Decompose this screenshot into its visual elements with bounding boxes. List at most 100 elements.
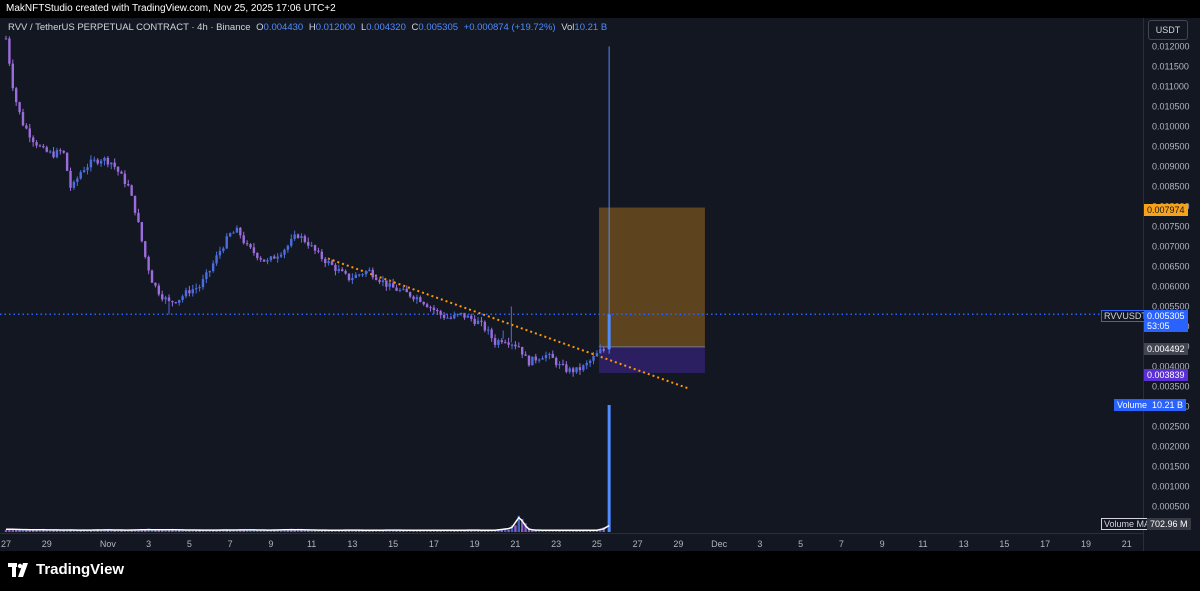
tradingview-logo[interactable]: TradingView <box>8 561 124 578</box>
price-tick-label: 0.011500 <box>1152 62 1189 72</box>
candle-body <box>225 236 228 249</box>
candle-body <box>120 171 123 174</box>
candle-body <box>228 233 232 237</box>
price-tick-label: 0.007000 <box>1152 242 1190 252</box>
candle-body <box>106 157 110 165</box>
candle-body <box>459 312 463 314</box>
volume-bar <box>415 530 419 532</box>
high-label: H <box>308 22 316 33</box>
candle-body <box>592 356 595 361</box>
candle-body <box>133 195 137 213</box>
candle-body <box>429 307 432 309</box>
candle-body <box>422 301 425 305</box>
volume-bar <box>130 530 133 532</box>
volume-bar <box>72 529 76 532</box>
candle-body <box>99 160 103 164</box>
candle-body <box>198 287 201 289</box>
time-tick-label: 11 <box>918 539 927 549</box>
time-tick-label: 7 <box>839 539 844 549</box>
time-tick-label: 3 <box>146 539 151 549</box>
volume-bar <box>154 529 157 532</box>
candle-body <box>531 356 534 366</box>
candle-body <box>144 241 147 257</box>
candle-body <box>103 157 106 161</box>
candle-body <box>568 368 571 372</box>
volume-bar <box>262 530 266 532</box>
low-value: 0.004320 <box>366 22 406 33</box>
price-tick-label: 0.004000 <box>1152 362 1190 372</box>
candle-body <box>137 212 140 223</box>
price-tick-label: 0.009000 <box>1152 162 1190 172</box>
volume-bar <box>602 527 605 532</box>
candle-body <box>303 236 307 242</box>
time-tick-label: 27 <box>1 539 11 549</box>
candle-body <box>211 263 215 271</box>
candle-body <box>147 256 150 271</box>
volume-bar <box>35 529 38 532</box>
price-chart[interactable]: 0.012000 0.011500 0.011000 0.010500 0.010000… <box>0 18 1200 551</box>
volume-bar <box>279 529 283 532</box>
volume-bar <box>378 530 381 532</box>
volume-bar <box>256 530 259 532</box>
candle-body <box>296 234 300 239</box>
candle-body <box>357 274 361 276</box>
last-candle-body <box>607 314 611 350</box>
candle-body <box>310 245 313 247</box>
price-tick-label: 0.006000 <box>1152 282 1190 292</box>
time-tick-label: 11 <box>307 539 316 549</box>
open-label: O <box>256 22 264 33</box>
candle-body <box>541 358 544 360</box>
candle-body <box>201 279 205 288</box>
candle-body <box>300 236 303 239</box>
volume-bar <box>31 529 35 532</box>
candle-body <box>164 297 167 300</box>
candle-body <box>215 255 218 264</box>
volume-bar <box>514 525 517 532</box>
volume-bar <box>150 529 154 532</box>
volume-bar <box>347 530 351 532</box>
candle-body <box>266 260 269 262</box>
volume-bar <box>527 528 531 532</box>
volume-bar <box>548 530 551 532</box>
volume-bar <box>446 530 449 532</box>
volume-bar <box>551 530 554 532</box>
time-tick-label: 29 <box>42 539 52 549</box>
volume-bar <box>310 530 313 532</box>
candle-body <box>378 279 381 282</box>
stop-price-tag: 0.003839 <box>1144 369 1188 381</box>
current-price-value: 0.005305 <box>1147 311 1185 321</box>
candle-body <box>38 145 42 147</box>
candle-body <box>504 342 507 344</box>
candle-body <box>439 311 442 316</box>
candle-body <box>347 273 351 281</box>
volume-bar <box>341 530 344 532</box>
candle-body <box>371 269 374 278</box>
volume-bar <box>273 529 276 532</box>
candle-body <box>524 354 527 356</box>
candle-body <box>324 258 327 264</box>
candle-body <box>442 315 446 318</box>
candle-body <box>307 241 310 246</box>
candle-body <box>252 247 256 253</box>
volume-bar <box>140 529 144 532</box>
candle-body <box>334 264 337 271</box>
candle-body <box>239 227 242 236</box>
currency-unit-button[interactable]: USDT <box>1148 20 1188 40</box>
candle-body <box>432 307 436 310</box>
candle-body <box>11 63 14 89</box>
volume-bar <box>8 529 11 532</box>
price-tick-label: 0.002500 <box>1152 422 1190 432</box>
candle-body <box>466 315 470 318</box>
volume-bar <box>164 530 167 532</box>
candle-body <box>521 346 524 355</box>
candle-body <box>18 102 21 113</box>
candle-body <box>395 287 398 291</box>
time-tick-label: 23 <box>551 539 561 549</box>
candle-body <box>582 365 585 371</box>
time-tick-label: 15 <box>388 539 398 549</box>
volume-bar <box>354 530 357 532</box>
footer-bar: TradingView <box>0 551 1200 591</box>
candle-body <box>500 340 504 343</box>
candle-body <box>408 292 412 297</box>
volume-bar <box>259 529 262 532</box>
